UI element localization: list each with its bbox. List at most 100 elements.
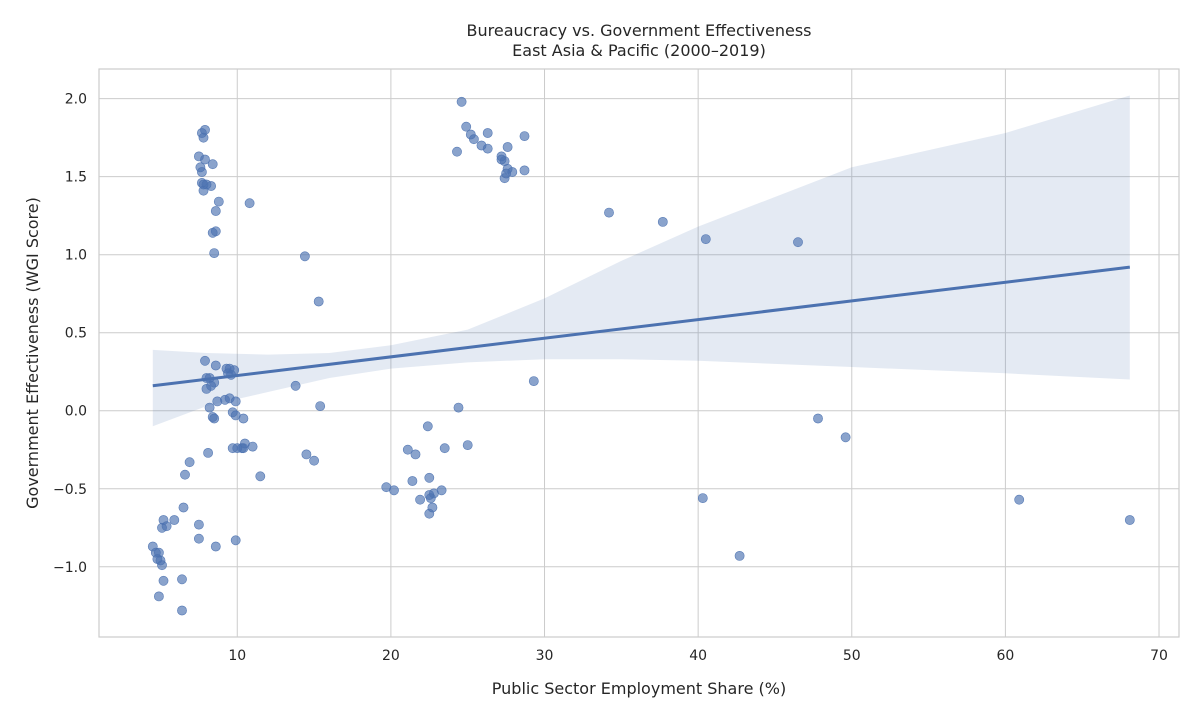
data-point	[452, 146, 462, 157]
y-ticks: −1.0 −0.5 0.0 0.5 1.0 1.5 2.0	[53, 92, 87, 576]
grid	[99, 69, 1179, 637]
data-point	[422, 421, 433, 432]
data-point	[424, 508, 435, 519]
data-point	[424, 472, 435, 483]
data-point	[201, 383, 212, 394]
chart-title: Bureaucracy vs. Government Effectiveness	[467, 21, 812, 40]
data-point	[482, 128, 493, 138]
data-point	[207, 227, 218, 238]
data-point	[193, 533, 204, 544]
confidence-interval-band	[152, 95, 1130, 427]
data-point	[157, 560, 167, 571]
x-axis-label: Public Sector Employment Share (%)	[492, 679, 786, 698]
data-point	[468, 134, 479, 145]
data-point	[425, 493, 436, 503]
data-point	[840, 432, 851, 443]
data-point	[200, 154, 210, 165]
data-point	[213, 196, 224, 207]
data-point	[1124, 515, 1135, 525]
y-tick-label: 1.0	[65, 248, 87, 264]
x-ticks: 10 20 30 40 50 60 70	[228, 648, 1168, 664]
data-point	[153, 591, 164, 602]
data-point	[793, 237, 803, 248]
data-point	[301, 449, 312, 460]
y-tick-label: 2.0	[65, 92, 87, 108]
data-point	[177, 605, 187, 616]
data-point	[169, 515, 180, 525]
data-point	[402, 444, 413, 455]
data-point	[177, 574, 187, 585]
data-point	[204, 402, 215, 413]
data-point	[230, 535, 241, 546]
data-point	[657, 216, 668, 227]
data-point	[519, 165, 530, 176]
data-point	[196, 167, 207, 177]
data-point	[247, 441, 258, 452]
data-point	[180, 469, 190, 480]
data-point	[456, 96, 467, 107]
data-point	[230, 396, 241, 407]
data-point	[198, 132, 209, 143]
data-point	[184, 457, 195, 468]
data-point	[198, 185, 209, 196]
y-tick-label: −1.0	[53, 560, 87, 576]
x-tick-label: 40	[689, 648, 707, 664]
data-point	[226, 369, 236, 380]
plot-frame	[98, 68, 1180, 638]
data-point	[210, 541, 221, 552]
data-point	[299, 251, 310, 262]
data-point	[813, 413, 823, 424]
data-point	[238, 443, 249, 454]
data-point	[203, 447, 213, 458]
data-point	[210, 360, 221, 371]
data-point	[462, 440, 473, 450]
data-point	[158, 575, 169, 586]
x-tick-label: 30	[536, 648, 554, 664]
confidence-band	[152, 95, 1130, 427]
x-tick-label: 20	[382, 648, 400, 664]
y-axis-label: Government Effectiveness (WGI Score)	[23, 197, 42, 509]
data-point	[315, 401, 326, 411]
data-point	[209, 413, 220, 424]
data-point	[207, 159, 218, 170]
data-point	[212, 396, 223, 407]
data-point	[178, 502, 189, 513]
y-tick-label: 0.5	[65, 326, 87, 342]
data-point	[604, 207, 614, 218]
data-point	[290, 380, 301, 391]
data-point	[502, 142, 513, 152]
data-points	[147, 96, 1135, 616]
data-point	[410, 449, 421, 460]
x-tick-label: 10	[228, 648, 246, 664]
data-point	[499, 173, 510, 184]
data-point	[255, 471, 266, 482]
y-tick-label: −0.5	[53, 482, 87, 498]
data-point	[210, 206, 221, 216]
data-point	[200, 355, 210, 366]
data-point	[439, 443, 450, 454]
data-point	[700, 234, 711, 244]
data-point	[238, 413, 249, 424]
data-point	[161, 521, 172, 532]
data-point	[193, 519, 204, 530]
y-tick-label: 1.5	[65, 170, 87, 186]
data-point	[309, 455, 319, 466]
chart-subtitle: East Asia & Pacific (2000–2019)	[512, 41, 766, 60]
data-point	[407, 476, 418, 486]
data-point	[313, 296, 324, 307]
data-point	[528, 376, 539, 386]
data-point	[389, 485, 399, 496]
x-tick-label: 50	[843, 648, 861, 664]
regression-line	[152, 265, 1131, 388]
data-point	[206, 181, 216, 191]
data-point	[244, 198, 255, 209]
data-point	[734, 551, 745, 561]
x-tick-label: 60	[996, 648, 1014, 664]
data-point	[519, 131, 530, 141]
x-tick-label: 70	[1150, 648, 1168, 664]
data-point	[415, 494, 425, 505]
data-point	[209, 248, 220, 258]
data-point	[453, 402, 464, 413]
data-point	[461, 121, 472, 132]
